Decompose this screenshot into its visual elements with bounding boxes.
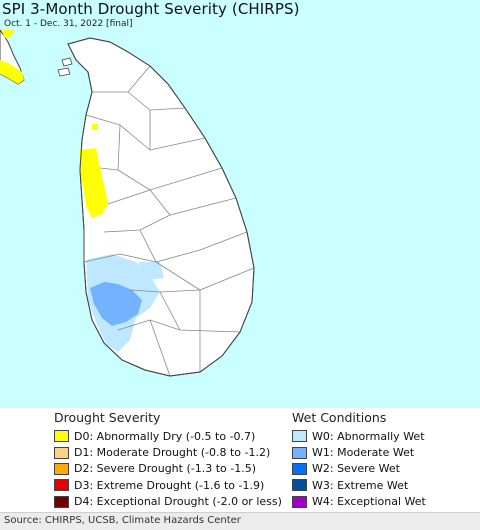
swatch-d1 xyxy=(54,446,69,459)
wet-legend: Wet Conditions W0: Abnormally Wet W1: Mo… xyxy=(292,408,477,510)
abnormally-dry-area-dot xyxy=(92,124,98,130)
legend-label-w2: W2: Severe Wet xyxy=(312,462,400,476)
legend-item-w1: W1: Moderate Wet xyxy=(292,444,477,460)
legend-item-w2: W2: Severe Wet xyxy=(292,461,477,477)
legend-item-w4: W4: Exceptional Wet xyxy=(292,494,477,510)
abnormally-dry-area-northwest xyxy=(80,148,108,218)
legend-label-d2: D2: Severe Drought (-1.3 to -1.5) xyxy=(74,462,257,476)
wet-legend-heading: Wet Conditions xyxy=(292,410,387,425)
legend-item-d4: D4: Exceptional Drought (-2.0 or less) xyxy=(54,494,294,510)
abnormally-wet-area-central xyxy=(138,262,164,280)
swatch-w3 xyxy=(292,479,307,492)
district-borders xyxy=(83,65,255,377)
legend-label-d3: D3: Extreme Drought (-1.6 to -1.9) xyxy=(74,478,265,492)
island-2 xyxy=(57,67,71,77)
footer: Source: CHIRPS, UCSB, Climate Hazards Ce… xyxy=(0,512,480,530)
legend-label-w1: W1: Moderate Wet xyxy=(312,446,415,460)
moderate-wet-area xyxy=(90,282,142,326)
india-abnormally-dry-area-top xyxy=(2,30,14,38)
legend-item-d3: D3: Extreme Drought (-1.6 to -1.9) xyxy=(54,477,294,493)
swatch-d4 xyxy=(54,495,69,508)
swatch-w2 xyxy=(292,462,307,475)
swatch-d3 xyxy=(54,479,69,492)
island-1 xyxy=(61,57,73,67)
legend-item-w3: W3: Extreme Wet xyxy=(292,477,477,493)
source-credit: Source: CHIRPS, UCSB, Climate Hazards Ce… xyxy=(4,515,241,526)
legend-label-w0: W0: Abnormally Wet xyxy=(312,429,425,443)
map xyxy=(0,29,255,377)
legend-item-d0: D0: Abnormally Dry (-0.5 to -0.7) xyxy=(54,428,294,444)
india-abnormally-dry-area-coast xyxy=(0,60,24,84)
swatch-d2 xyxy=(54,462,69,475)
map-title: SPI 3-Month Drought Severity (CHIRPS) xyxy=(2,0,300,18)
drought-legend-heading: Drought Severity xyxy=(54,410,161,425)
swatch-w4 xyxy=(292,495,307,508)
legend-label-d4: D4: Exceptional Drought (-2.0 or less) xyxy=(74,495,282,509)
swatch-w0 xyxy=(292,430,307,443)
legend-label-w3: W3: Extreme Wet xyxy=(312,478,409,492)
map-subtitle: Oct. 1 - Dec. 31, 2022 [final] xyxy=(4,19,133,29)
drought-legend: Drought Severity D0: Abnormally Dry (-0.… xyxy=(54,408,294,510)
legend-item-w0: W0: Abnormally Wet xyxy=(292,428,477,444)
swatch-w1 xyxy=(292,446,307,459)
legend-label-d0: D0: Abnormally Dry (-0.5 to -0.7) xyxy=(74,429,256,443)
swatch-d0 xyxy=(54,430,69,443)
legend-item-d1: D1: Moderate Drought (-0.8 to -1.2) xyxy=(54,444,294,460)
legend-item-d2: D2: Severe Drought (-1.3 to -1.5) xyxy=(54,461,294,477)
legend-label-d1: D1: Moderate Drought (-0.8 to -1.2) xyxy=(74,446,271,460)
map-frame: SPI 3-Month Drought Severity (CHIRPS) Oc… xyxy=(0,0,480,408)
abnormally-wet-area-speck xyxy=(120,262,126,268)
sri-lanka-coastline xyxy=(67,37,255,377)
legend-label-w4: W4: Exceptional Wet xyxy=(312,495,426,509)
